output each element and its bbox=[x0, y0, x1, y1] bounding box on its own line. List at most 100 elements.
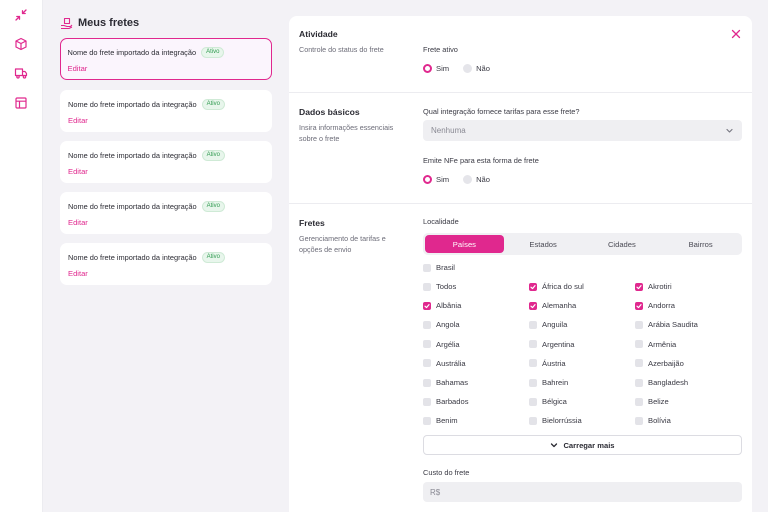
country-label: Bolívia bbox=[648, 416, 671, 426]
country-checkbox[interactable]: Todos bbox=[423, 282, 456, 291]
country-label: Bielorrússia bbox=[542, 416, 582, 426]
radio-nao[interactable]: Não bbox=[463, 64, 490, 73]
country-checkbox[interactable]: Áustria bbox=[529, 359, 566, 368]
radio-dot bbox=[423, 175, 432, 184]
country-label: Benim bbox=[436, 416, 458, 426]
country-checkbox[interactable]: Bielorrússia bbox=[529, 416, 582, 425]
radio-dot bbox=[463, 64, 473, 73]
checkbox-unchecked[interactable] bbox=[635, 378, 643, 387]
country-checkbox[interactable]: Azerbaijão bbox=[635, 359, 684, 368]
checkbox-unchecked[interactable] bbox=[635, 340, 643, 349]
country-checkbox[interactable]: Brasil bbox=[423, 263, 455, 272]
checkbox-checked[interactable] bbox=[529, 301, 537, 310]
status-badge: Ativo bbox=[201, 150, 225, 161]
freight-card[interactable]: Nome do frete importado da integração At… bbox=[60, 192, 272, 234]
country-checkbox[interactable]: África do sul bbox=[529, 282, 584, 291]
country-label: Arábia Saudita bbox=[648, 320, 698, 330]
country-checkbox[interactable]: Angola bbox=[423, 320, 460, 329]
freight-card[interactable]: Nome do frete importado da integração At… bbox=[60, 90, 272, 132]
tab-estados[interactable]: Estados bbox=[529, 239, 557, 249]
checkbox-unchecked[interactable] bbox=[529, 378, 537, 387]
checkbox-checked[interactable] bbox=[635, 282, 643, 291]
country-checkbox[interactable]: Albânia bbox=[423, 301, 461, 310]
country-checkbox[interactable]: Akrotiri bbox=[635, 282, 672, 291]
checkbox-unchecked[interactable] bbox=[529, 320, 537, 329]
checkbox-unchecked[interactable] bbox=[423, 397, 431, 406]
collapse-arrows-icon[interactable] bbox=[14, 8, 28, 22]
country-checkbox[interactable]: Argentina bbox=[529, 340, 575, 349]
edit-link[interactable]: Editar bbox=[68, 116, 88, 125]
country-checkbox[interactable]: Belize bbox=[635, 397, 669, 406]
edit-link[interactable]: Editar bbox=[68, 269, 88, 278]
box-icon[interactable] bbox=[14, 37, 28, 51]
checkbox-unchecked[interactable] bbox=[529, 397, 537, 406]
country-checkbox[interactable]: Bolívia bbox=[635, 416, 671, 425]
truck-icon[interactable] bbox=[14, 66, 28, 80]
country-checkbox[interactable]: Benim bbox=[423, 416, 458, 425]
radio-sim[interactable]: Sim bbox=[423, 175, 449, 184]
radio-nao[interactable]: Não bbox=[463, 175, 490, 184]
edit-link[interactable]: Editar bbox=[68, 218, 88, 227]
nfe-label: Emite NFe para esta forma de frete bbox=[423, 156, 539, 165]
load-more-button[interactable]: Carregar mais bbox=[423, 435, 742, 455]
freight-list-header: Meus fretes bbox=[60, 16, 272, 38]
checkbox-unchecked[interactable] bbox=[635, 320, 643, 329]
checkbox-checked[interactable] bbox=[529, 282, 537, 291]
country-checkbox[interactable]: Barbados bbox=[423, 397, 469, 406]
section-desc-fretes: Gerenciamento de tarifas e opções de env… bbox=[299, 234, 386, 254]
checkbox-unchecked[interactable] bbox=[423, 263, 431, 272]
close-icon[interactable] bbox=[730, 28, 742, 40]
country-label: Bahrein bbox=[542, 378, 569, 387]
hand-box-icon bbox=[60, 17, 73, 30]
table-icon[interactable] bbox=[14, 96, 28, 110]
integration-select[interactable]: Nenhuma bbox=[423, 120, 742, 141]
radio-sim[interactable]: Sim bbox=[423, 64, 449, 73]
tab-bairros[interactable]: Bairros bbox=[688, 239, 713, 249]
country-checkbox[interactable]: Armênia bbox=[635, 340, 676, 349]
freight-card[interactable]: Nome do frete importado da integração At… bbox=[60, 141, 272, 183]
country-label: Anguila bbox=[542, 320, 568, 330]
checkbox-unchecked[interactable] bbox=[423, 359, 431, 368]
country-label: Akrotiri bbox=[648, 282, 672, 291]
checkbox-checked[interactable] bbox=[635, 301, 643, 310]
checkbox-unchecked[interactable] bbox=[423, 416, 431, 425]
country-checkbox[interactable]: Bahamas bbox=[423, 378, 468, 387]
freight-card[interactable]: Nome do frete importado da integração At… bbox=[60, 38, 272, 80]
checkbox-unchecked[interactable] bbox=[635, 416, 643, 425]
checkbox-unchecked[interactable] bbox=[423, 282, 431, 291]
country-checkbox[interactable]: Argélia bbox=[423, 340, 460, 349]
checkbox-checked[interactable] bbox=[423, 301, 431, 310]
country-checkbox[interactable]: Alemanha bbox=[529, 301, 576, 310]
edit-link[interactable]: Editar bbox=[68, 167, 88, 176]
tab-cidades[interactable]: Cidades bbox=[607, 239, 636, 249]
country-label: Armênia bbox=[648, 339, 677, 349]
tab-paises[interactable]: Países bbox=[425, 235, 504, 253]
checkbox-unchecked[interactable] bbox=[423, 340, 431, 349]
cost-input[interactable]: R$ bbox=[423, 482, 742, 502]
country-label: Argentina bbox=[542, 339, 575, 349]
country-checkbox[interactable]: Andorra bbox=[635, 301, 675, 310]
divider bbox=[289, 203, 752, 204]
checkbox-unchecked[interactable] bbox=[529, 416, 537, 425]
checkbox-unchecked[interactable] bbox=[635, 359, 643, 368]
country-label: Bangladesh bbox=[648, 378, 689, 387]
status-badge: Ativo bbox=[201, 201, 225, 212]
country-checkbox[interactable]: Arábia Saudita bbox=[635, 320, 698, 329]
country-label: Andorra bbox=[648, 301, 676, 311]
status-badge: Ativo bbox=[201, 46, 225, 58]
freight-name: Nome do frete importado da integração bbox=[68, 202, 197, 211]
freight-card[interactable]: Nome do frete importado da integração At… bbox=[60, 243, 272, 285]
checkbox-unchecked[interactable] bbox=[423, 378, 431, 387]
edit-link[interactable]: Editar bbox=[67, 63, 88, 73]
checkbox-unchecked[interactable] bbox=[423, 320, 431, 329]
checkbox-unchecked[interactable] bbox=[529, 340, 537, 349]
country-label: Barbados bbox=[436, 397, 469, 407]
country-checkbox[interactable]: Anguila bbox=[529, 320, 567, 329]
checkbox-unchecked[interactable] bbox=[635, 397, 643, 406]
country-checkbox[interactable]: Bahrein bbox=[529, 378, 568, 387]
country-checkbox[interactable]: Bélgica bbox=[529, 397, 567, 406]
country-checkbox[interactable]: Austrália bbox=[423, 359, 466, 368]
country-checkbox[interactable]: Bangladesh bbox=[635, 378, 688, 387]
country-label: Angola bbox=[436, 320, 460, 330]
checkbox-unchecked[interactable] bbox=[529, 359, 537, 368]
